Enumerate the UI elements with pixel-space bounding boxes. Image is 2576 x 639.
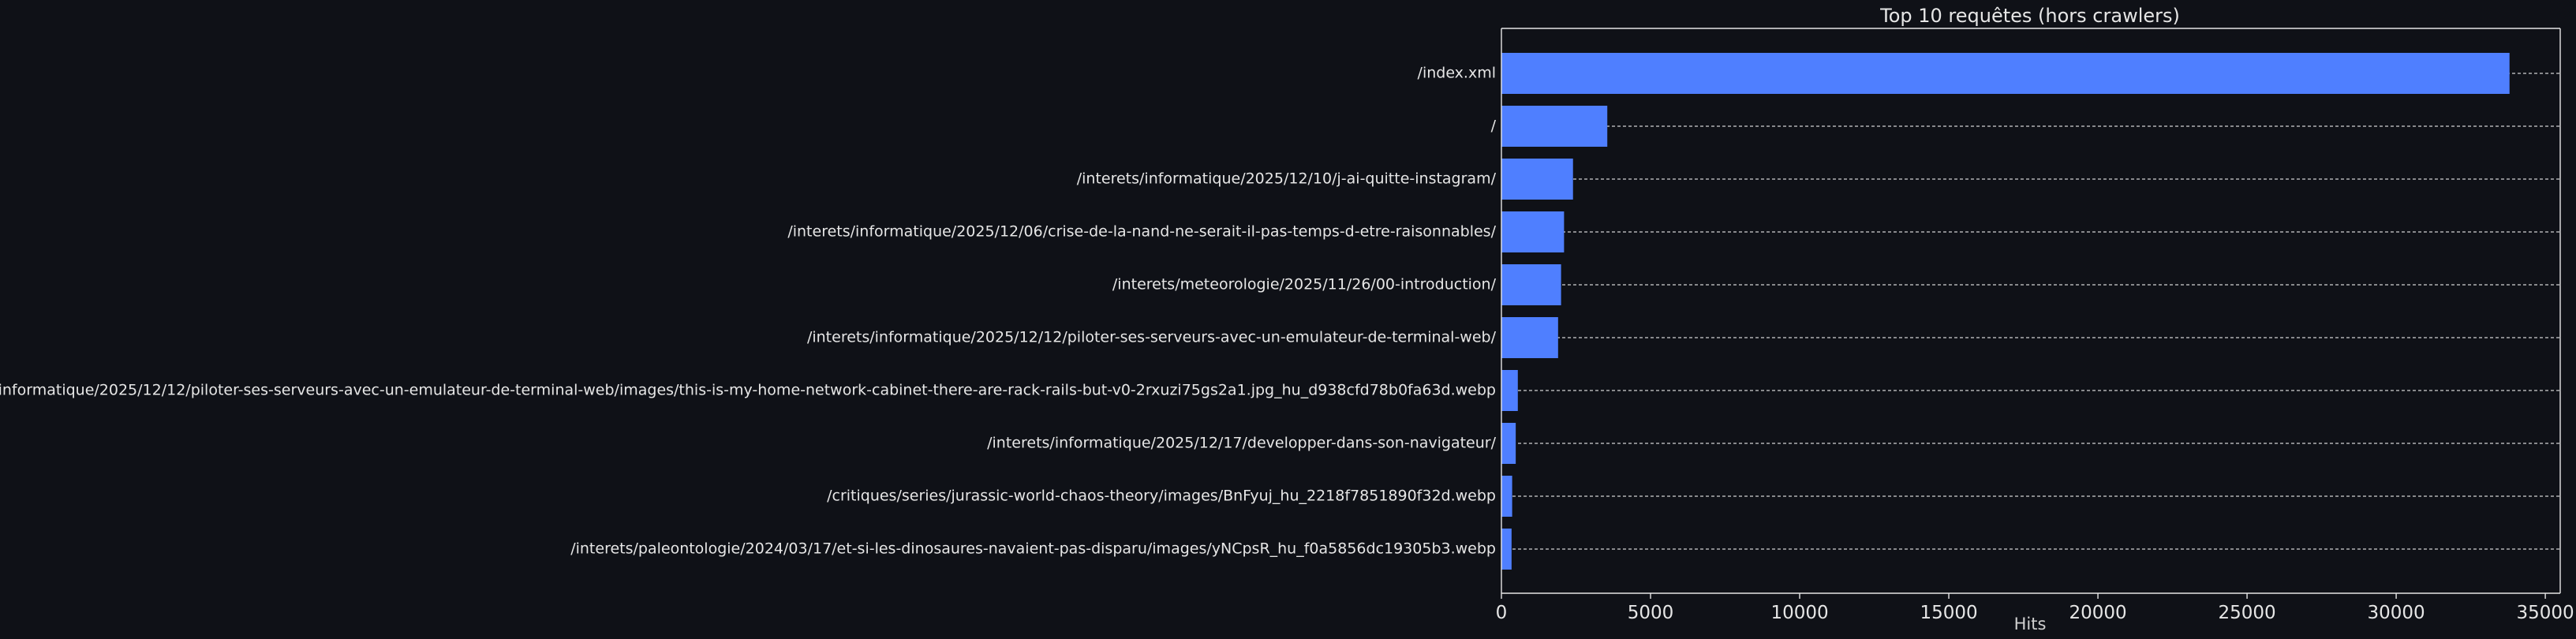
bars xyxy=(1501,53,2510,570)
grid-lines xyxy=(1501,73,2560,550)
category-label: /interets/informatique/2025/12/12/pilote… xyxy=(807,329,1497,346)
category-label: / xyxy=(1491,118,1497,135)
x-tick-label: 10000 xyxy=(1770,603,1828,623)
bar xyxy=(1501,423,1516,464)
bar xyxy=(1501,317,1558,358)
category-label: /interets/informatique/2025/12/17/develo… xyxy=(987,435,1496,452)
x-axis-ticks: 0 5000 10000 15000 20000 25000 30000 35000 xyxy=(1496,593,2574,623)
x-tick-label: 25000 xyxy=(2218,603,2275,623)
bar xyxy=(1501,264,1561,305)
bar xyxy=(1501,529,1512,570)
category-label: /interets/informatique/2025/12/06/crise-… xyxy=(787,223,1496,241)
category-label: /interets/meteorologie/2025/11/26/00-int… xyxy=(1112,276,1497,293)
x-tick-label: 5000 xyxy=(1628,603,1674,623)
category-labels: /index.xml / /interets/informatique/2025/1… xyxy=(0,65,1497,558)
bar xyxy=(1501,159,1573,200)
category-label: /interets/paleontologie/2024/03/17/et-si… xyxy=(570,540,1496,558)
bar xyxy=(1501,53,2510,94)
bar xyxy=(1501,211,1565,252)
category-label: /critiques/series/jurassic-world-chaos-t… xyxy=(827,488,1496,505)
category-label: /interets/informatique/2025/12/12/pilote… xyxy=(0,382,1496,399)
chart-title: Top 10 requêtes (hors crawlers) xyxy=(1879,5,2180,27)
bar xyxy=(1501,476,1512,517)
x-tick-label: 35000 xyxy=(2517,603,2574,623)
x-tick-label: 30000 xyxy=(2367,603,2425,623)
bar xyxy=(1501,106,1608,147)
x-tick-label: 15000 xyxy=(1920,603,1977,623)
bar xyxy=(1501,370,1518,411)
category-label: /interets/informatique/2025/12/10/j-ai-q… xyxy=(1077,170,1497,188)
x-axis-label: Hits xyxy=(2014,615,2047,633)
category-label: /index.xml xyxy=(1418,65,1496,82)
x-tick-label: 20000 xyxy=(2069,603,2126,623)
x-tick-label: 0 xyxy=(1496,603,1508,623)
